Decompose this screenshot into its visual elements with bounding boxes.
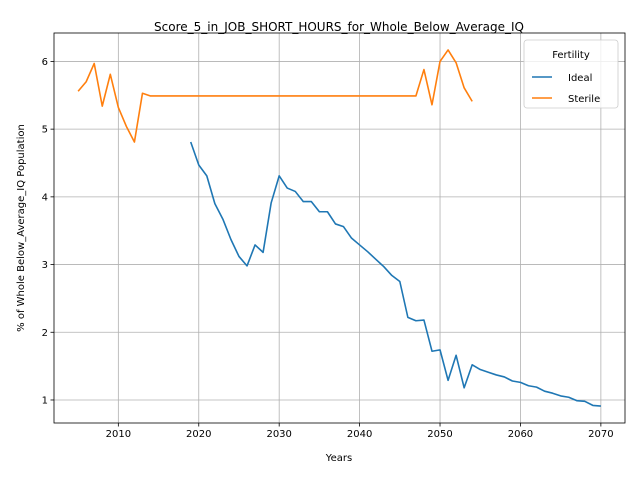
series-layer — [77, 49, 601, 407]
series-line-sterile — [77, 49, 473, 143]
y-tick-label: 1 — [42, 395, 48, 406]
y-tick-label: 2 — [42, 328, 48, 339]
grid — [54, 33, 625, 423]
x-tick-label: 2060 — [508, 429, 533, 440]
x-tick-label: 2030 — [266, 429, 291, 440]
legend-label-ideal: Ideal — [568, 73, 592, 84]
x-tick-label: 2070 — [588, 429, 613, 440]
plot-frame — [53, 32, 626, 424]
legend-box — [523, 39, 619, 109]
x-tick-label: 2040 — [347, 429, 372, 440]
x-axis-label: Years — [325, 453, 352, 464]
y-tick-label: 6 — [42, 57, 48, 68]
y-axis-label: % of Whole Below_Average_IQ Population — [16, 124, 27, 332]
legend-title: Fertility — [552, 50, 590, 61]
chart-title: Score_5_in_JOB_SHORT_HOURS_for_Whole_Bel… — [154, 20, 524, 34]
y-tick-label: 3 — [42, 260, 48, 271]
series-line-ideal — [189, 141, 601, 407]
x-tick-label: 2050 — [427, 429, 452, 440]
legend: Fertility Ideal Sterile — [523, 39, 619, 109]
legend-label-sterile: Sterile — [568, 94, 600, 105]
x-tick-label: 2010 — [106, 429, 131, 440]
y-tick-label: 4 — [42, 192, 48, 203]
y-tick-label: 5 — [42, 125, 48, 136]
axis-ticks: 2010 2020 2030 2040 2050 2060 2070 1 2 3 4 5 6 — [42, 57, 614, 440]
x-tick-label: 2020 — [186, 429, 211, 440]
